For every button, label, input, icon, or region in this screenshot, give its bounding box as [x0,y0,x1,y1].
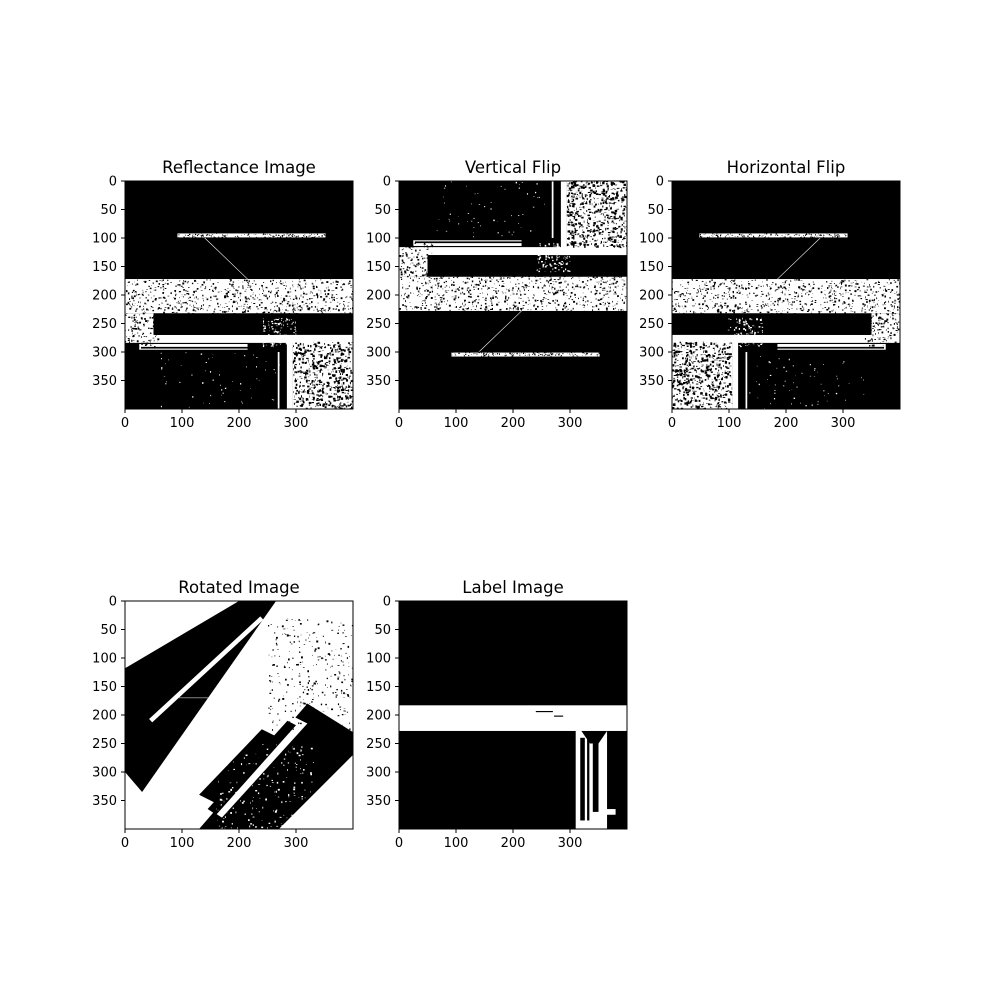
y-tick-label: 200 [92,709,117,724]
y-tick-label: 300 [366,346,391,361]
x-tick-label: 300 [558,836,583,851]
y-tick-label: 350 [366,374,391,389]
y-tick-label: 100 [639,232,664,247]
heatmap-image [399,181,627,409]
y-tick-label: 0 [109,595,117,610]
y-tick-label: 50 [374,203,391,218]
panel-3: Horizontal Flip 0 100 200 300 0 50 100 150 200 250… [639,158,901,431]
y-tick-label: 300 [92,346,117,361]
y-tick-label: 250 [639,317,664,332]
y-tick-label: 150 [639,260,664,275]
y-tick-label: 200 [366,289,391,304]
y-tick-label: 350 [92,794,117,809]
x-tick-label: 100 [170,836,195,851]
panel-2: Vertical Flip 0 100 200 300 0 50 100 150 200 250 30… [366,158,628,431]
panel-1: Reflectance Image 0 100 200 300 0 50 100 150 200 2… [92,158,354,431]
x-tick-label: 300 [284,836,309,851]
y-tick-label: 250 [92,737,117,752]
y-tick-label: 150 [92,260,117,275]
y-tick-label: 150 [366,260,391,275]
x-tick-label: 0 [395,416,403,431]
heatmap-image [672,181,900,409]
y-tick-label: 200 [639,289,664,304]
panel-4: Rotated Image 0 100 200 300 0 50 100 150 200 250 30… [92,578,354,851]
y-tick-label: 300 [92,766,117,781]
y-tick-label: 50 [647,203,664,218]
y-tick-label: 0 [383,595,391,610]
heatmap-image [125,181,353,409]
y-tick-label: 100 [92,232,117,247]
chart-title: Horizontal Flip [727,158,846,177]
x-tick-label: 200 [227,416,252,431]
y-tick-label: 350 [366,794,391,809]
y-tick-label: 50 [374,623,391,638]
chart-title: Reflectance Image [162,158,316,177]
y-tick-label: 100 [92,652,117,667]
y-tick-label: 0 [383,175,391,190]
heatmap-image [399,601,627,829]
x-tick-label: 0 [395,836,403,851]
chart-title: Vertical Flip [465,158,561,177]
y-tick-label: 350 [639,374,664,389]
y-tick-label: 300 [366,766,391,781]
x-tick-label: 100 [444,836,469,851]
x-tick-label: 100 [170,416,195,431]
y-tick-label: 250 [366,317,391,332]
y-tick-label: 50 [100,203,117,218]
chart-title: Label Image [462,578,563,597]
y-tick-label: 250 [366,737,391,752]
y-tick-label: 100 [366,232,391,247]
y-tick-label: 0 [109,175,117,190]
x-tick-label: 300 [284,416,309,431]
x-tick-label: 200 [227,836,252,851]
x-tick-label: 200 [501,416,526,431]
x-tick-label: 0 [668,416,676,431]
y-tick-label: 0 [656,175,664,190]
x-tick-label: 0 [121,416,129,431]
x-tick-label: 0 [121,836,129,851]
heatmap-image [125,601,353,829]
x-tick-label: 100 [717,416,742,431]
y-tick-label: 150 [92,680,117,695]
y-tick-label: 250 [92,317,117,332]
y-tick-label: 200 [92,289,117,304]
x-tick-label: 200 [774,416,799,431]
x-tick-label: 100 [444,416,469,431]
y-tick-label: 150 [366,680,391,695]
x-tick-label: 300 [558,416,583,431]
x-tick-label: 200 [501,836,526,851]
panel-5: Label Image 0 100 200 300 0 50 100 150 200 250 300 3… [366,578,628,851]
y-tick-label: 300 [639,346,664,361]
y-tick-label: 50 [100,623,117,638]
y-tick-label: 100 [366,652,391,667]
y-tick-label: 200 [366,709,391,724]
y-tick-label: 350 [92,374,117,389]
chart-title: Rotated Image [178,578,299,597]
x-tick-label: 300 [831,416,856,431]
